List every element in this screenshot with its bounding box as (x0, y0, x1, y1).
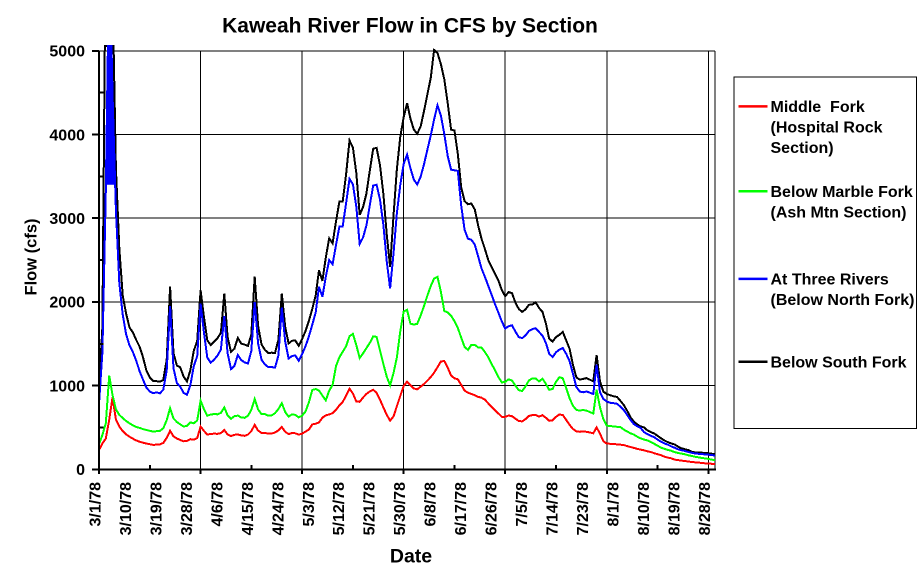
svg-text:Kaweah River Flow in CFS by Se: Kaweah River Flow in CFS by Section (222, 15, 598, 38)
svg-text:2000: 2000 (49, 295, 85, 312)
svg-text:5/21/78: 5/21/78 (362, 482, 379, 535)
svg-text:4000: 4000 (49, 127, 85, 144)
svg-text:(Below North Fork): (Below North Fork) (771, 292, 915, 309)
svg-text:Below South Fork: Below South Fork (771, 355, 907, 372)
svg-text:Flow (cfs): Flow (cfs) (23, 219, 41, 296)
svg-text:Middle Fork: Middle Fork (771, 99, 865, 116)
svg-text:8/19/78: 8/19/78 (666, 482, 683, 535)
svg-text:Date: Date (390, 546, 432, 568)
svg-text:Section): Section) (771, 140, 834, 157)
svg-text:3/10/78: 3/10/78 (118, 482, 135, 535)
svg-text:3/28/78: 3/28/78 (179, 482, 196, 535)
svg-text:7/23/78: 7/23/78 (575, 482, 592, 535)
svg-text:5/3/78: 5/3/78 (301, 482, 318, 527)
svg-text:At Three Rivers: At Three Rivers (771, 272, 889, 289)
svg-text:Below Marble Fork: Below Marble Fork (771, 184, 913, 201)
svg-text:8/1/78: 8/1/78 (606, 482, 623, 527)
svg-text:7/5/78: 7/5/78 (514, 482, 531, 527)
svg-text:5/12/78: 5/12/78 (331, 482, 348, 535)
svg-text:3/1/78: 3/1/78 (88, 482, 105, 527)
svg-text:6/17/78: 6/17/78 (453, 482, 470, 535)
svg-text:(Hospital Rock: (Hospital Rock (771, 120, 883, 137)
svg-text:6/26/78: 6/26/78 (484, 482, 501, 535)
svg-text:4/24/78: 4/24/78 (270, 482, 287, 535)
svg-text:4/6/78: 4/6/78 (209, 482, 226, 527)
svg-text:8/28/78: 8/28/78 (697, 482, 714, 535)
svg-text:5/30/78: 5/30/78 (392, 482, 409, 535)
svg-text:5000: 5000 (49, 44, 85, 61)
svg-text:6/8/78: 6/8/78 (423, 482, 440, 527)
svg-text:7/14/78: 7/14/78 (545, 482, 562, 535)
svg-text:1000: 1000 (49, 378, 85, 395)
svg-text:3/19/78: 3/19/78 (148, 482, 165, 535)
svg-text:8/10/78: 8/10/78 (636, 482, 653, 535)
svg-text:3000: 3000 (49, 211, 85, 228)
svg-text:4/15/78: 4/15/78 (240, 482, 257, 535)
svg-text:0: 0 (76, 462, 85, 479)
svg-text:(Ash Mtn Section): (Ash Mtn Section) (771, 204, 907, 221)
